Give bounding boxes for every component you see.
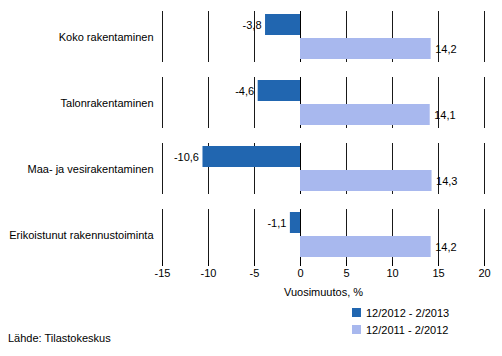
svg-text:-4,6: -4,6 [235, 85, 254, 97]
svg-text:-10,6: -10,6 [174, 151, 199, 163]
svg-text:14,1: 14,1 [434, 109, 455, 121]
html-text:12/2011 - 2/2012: 12/2011 - 2/2012 [366, 323, 449, 336]
svg-text:-3,8: -3,8 [243, 19, 262, 31]
svg-text:15: 15 [432, 267, 444, 279]
svg-text:14,2: 14,2 [435, 241, 456, 253]
svg-text:-10: -10 [201, 267, 217, 279]
html-text:12/2012 - 2/2013: 12/2012 - 2/2013 [366, 306, 450, 319]
svg-text:-1,1: -1,1 [267, 217, 286, 229]
svg-text:Koko rakentaminen: Koko rakentaminen [59, 31, 154, 43]
html-text:Lähde: Tilastokeskus: Lähde: Tilastokeskus [8, 332, 111, 344]
svg-text:14,2: 14,2 [435, 43, 456, 55]
svg-text:14,3: 14,3 [436, 175, 457, 187]
svg-text:Erikoistunut rakennustoiminta: Erikoistunut rakennustoiminta [9, 229, 154, 241]
svg-text:0: 0 [297, 267, 303, 279]
svg-text:10: 10 [386, 267, 398, 279]
svg-text:Talonrakentaminen: Talonrakentaminen [61, 97, 154, 109]
svg-text:Vuosimuutos, %: Vuosimuutos, % [284, 286, 363, 298]
svg-text:-5: -5 [250, 267, 260, 279]
svg-text:Maa- ja vesirakentaminen: Maa- ja vesirakentaminen [28, 163, 154, 175]
svg-text:5: 5 [343, 267, 349, 279]
svg-text:-15: -15 [155, 267, 171, 279]
svg-text:20: 20 [478, 267, 490, 279]
